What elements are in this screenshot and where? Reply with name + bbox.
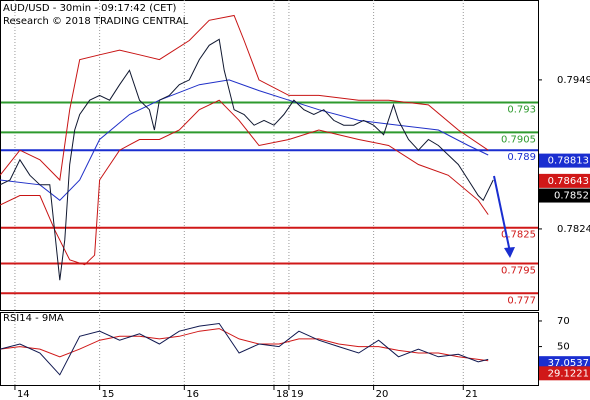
level-label: 0.789	[507, 152, 536, 163]
chart-subtitle: Research © 2018 TRADING CENTRAL	[3, 16, 189, 27]
x-tick-label: 21	[465, 389, 478, 400]
value-badge-label: 37.0537	[548, 358, 589, 369]
x-tick-label: 16	[186, 389, 199, 400]
x-tick-label: 14	[17, 389, 30, 400]
series-line	[0, 38, 494, 281]
x-tick-label: 15	[102, 389, 115, 400]
forecast-arrow	[493, 175, 511, 253]
y-tick-label: 0.7824	[557, 224, 590, 235]
value-badge-label: 0.78643	[548, 176, 589, 187]
level-label: 0.793	[507, 105, 536, 116]
series-line	[0, 99, 489, 266]
level-label: 0.7825	[501, 230, 536, 241]
series-line	[0, 14, 489, 182]
rsi-panel-frame	[0, 312, 539, 386]
price-panel-frame	[0, 0, 539, 311]
level-label: 0.7795	[501, 266, 536, 277]
series-line	[0, 79, 489, 201]
value-badge	[539, 188, 590, 203]
chart-title: AUD/USD - 30min - 09:17:42 (CET)	[3, 3, 177, 14]
level-label: 0.7905	[501, 134, 536, 145]
rsi-title: RSI14 - 9MA	[3, 313, 64, 324]
value-badge	[539, 366, 590, 381]
series-line	[0, 322, 489, 376]
x-tick-label: 20	[376, 389, 389, 400]
x-tick-label: 19	[291, 389, 304, 400]
x-tick-label: 18	[276, 389, 289, 400]
value-badge	[539, 153, 590, 168]
series-line	[0, 328, 489, 362]
value-badge-label: 0.7852	[554, 191, 589, 202]
y-tick-label: 0.7949	[557, 75, 590, 86]
value-badge	[539, 173, 590, 188]
value-badge-label: 29.1221	[548, 368, 589, 379]
forecast-arrow-head	[504, 247, 515, 258]
y-tick-label: 70	[557, 316, 570, 327]
level-label: 0.777	[507, 295, 536, 306]
value-badge-label: 0.78813	[548, 156, 589, 167]
y-tick-label: 50	[557, 342, 570, 353]
